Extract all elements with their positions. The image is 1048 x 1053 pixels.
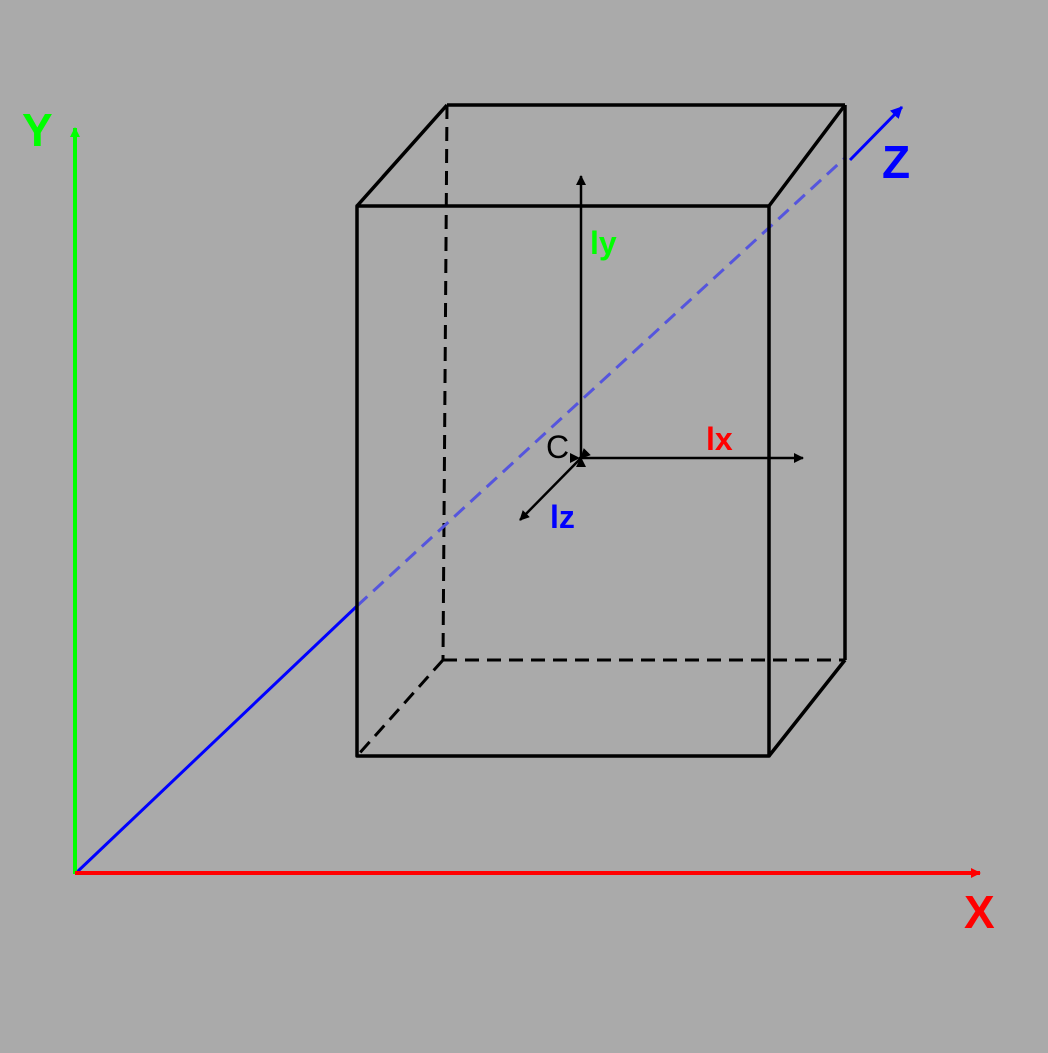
box-hidden-edge-bottom-depth xyxy=(355,658,445,758)
lz-arrow xyxy=(519,448,591,521)
box-top-left-depth xyxy=(355,103,449,208)
lx-label: lx xyxy=(706,421,733,457)
z-axis-visible xyxy=(74,604,359,875)
z-axis-label: Z xyxy=(882,136,910,188)
y-axis-label: Y xyxy=(22,104,53,156)
box-visible-edges xyxy=(355,103,847,758)
box-hidden-edges xyxy=(355,104,845,758)
box-bottom-right-depth xyxy=(767,658,847,758)
z-axis-tip xyxy=(848,105,904,162)
lz-label: lz xyxy=(550,499,575,535)
box-hidden-edge-vertical xyxy=(441,104,449,661)
x-axis-label: X xyxy=(964,886,995,938)
center-label: C xyxy=(546,429,569,465)
box-top-right-depth xyxy=(767,103,847,208)
box-front-face xyxy=(355,204,771,758)
z-axis-hidden xyxy=(355,155,848,608)
ly-label: ly xyxy=(590,225,617,261)
